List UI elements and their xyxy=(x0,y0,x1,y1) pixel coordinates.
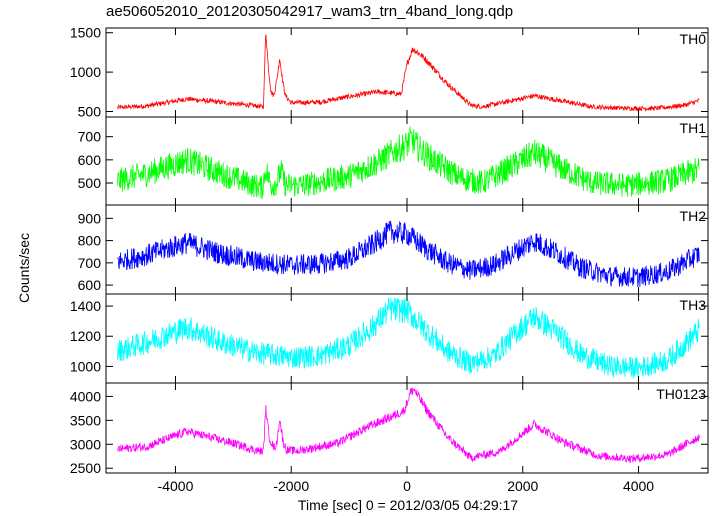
panel-label: TH3 xyxy=(680,297,707,313)
series-line-th2 xyxy=(117,220,700,288)
y-tick-label: 1000 xyxy=(70,358,101,374)
y-tick-label: 2500 xyxy=(70,460,101,476)
y-tick-label: 600 xyxy=(78,277,102,293)
y-tick-label: 900 xyxy=(78,210,102,226)
y-tick-label: 500 xyxy=(78,175,102,191)
panel-frame xyxy=(105,27,709,118)
panel-frame xyxy=(105,116,709,206)
panel-label: TH0 xyxy=(680,31,707,47)
series-line-th3 xyxy=(117,297,700,379)
y-tick-label: 500 xyxy=(78,103,102,119)
x-tick-label: 0 xyxy=(403,478,411,494)
x-tick-label: -2000 xyxy=(273,478,309,494)
panel-label: TH2 xyxy=(680,208,707,224)
y-tick-label: 700 xyxy=(78,129,102,145)
panel-label: TH0123 xyxy=(656,386,706,402)
y-tick-label: 1000 xyxy=(70,64,101,80)
y-tick-label: 1500 xyxy=(70,25,101,41)
x-tick-label: 2000 xyxy=(507,478,538,494)
y-tick-label: 4000 xyxy=(70,388,101,404)
y-tick-label: 1200 xyxy=(70,328,101,344)
series-line-th0123 xyxy=(117,387,700,463)
y-tick-label: 3000 xyxy=(70,436,101,452)
series-line-th0 xyxy=(117,34,700,112)
x-tick-label: 4000 xyxy=(623,478,654,494)
y-tick-label: 1400 xyxy=(70,298,101,314)
x-tick-label: -4000 xyxy=(158,478,194,494)
x-axis-label: Time [sec] 0 = 2012/03/05 04:29:17 xyxy=(297,497,519,513)
chart-title: ae506052010_20120305042917_wam3_trn_4ban… xyxy=(106,3,514,20)
panel-label: TH1 xyxy=(680,120,707,136)
series-line-th1 xyxy=(117,126,700,200)
y-tick-label: 3500 xyxy=(70,412,101,428)
y-tick-label: 700 xyxy=(78,255,102,271)
y-tick-label: 800 xyxy=(78,233,102,249)
y-tick-label: 600 xyxy=(78,152,102,168)
